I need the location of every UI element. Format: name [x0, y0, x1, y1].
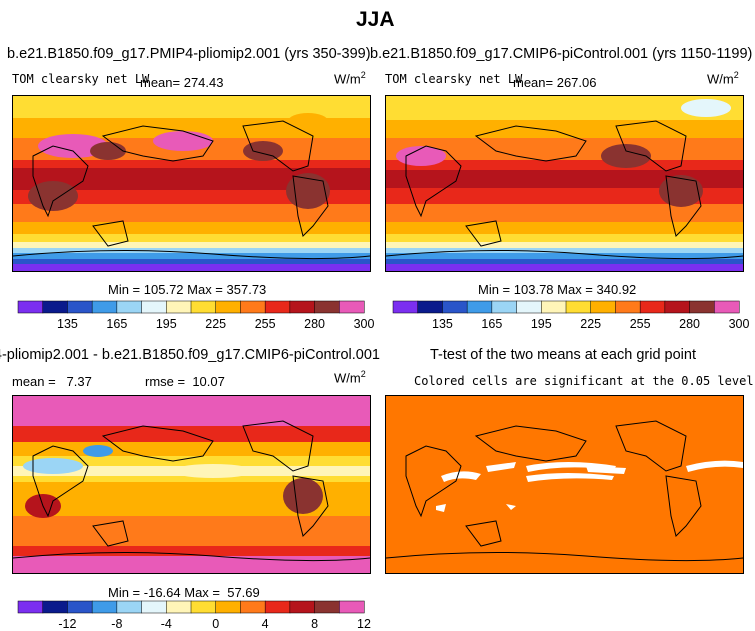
colorbar-top-left-swatch	[17, 300, 44, 314]
map-plot-abs-picontrol	[386, 96, 743, 271]
colorbar-top-left-swatch	[67, 300, 93, 314]
colorbar-top-right-swatch	[491, 300, 518, 314]
colorbar-top-right-tick-label: 165	[481, 317, 502, 331]
colorbar-top-left-tick-label: 135	[57, 317, 78, 331]
colorbar-top-left-swatch	[264, 300, 291, 314]
colorbar-top-left-swatch	[42, 300, 68, 314]
panel-subtitle-bottom-right: Colored cells are significant at the 0.0…	[414, 374, 754, 388]
colorbar-bottom-left-swatch	[240, 600, 266, 614]
colorbar-top-right-swatch	[615, 300, 641, 314]
colorbar-bottom-left-swatch	[17, 600, 44, 614]
colorbar-top-right: 135 165 195 225 255 280 300	[392, 300, 749, 331]
colorbar-top-left-swatch	[339, 300, 365, 314]
colorbar-bottom-left-swatch	[166, 600, 192, 614]
colorbar-top-right-swatch	[565, 300, 592, 314]
colorbar-top-right-tick-label: 300	[729, 317, 750, 331]
colorbar-top-right-swatch	[541, 300, 567, 314]
colorbar-bottom-left-swatch	[215, 600, 241, 614]
colorbar-top-left-tick-label: 195	[156, 317, 177, 331]
map-bottom-right	[385, 395, 744, 574]
map-plot-difference	[13, 396, 370, 573]
units-label-top-right: W/m2	[707, 70, 739, 87]
colorbar-top-right-tick-label: 225	[580, 317, 601, 331]
colorbar-bottom-left-tick-label: -8	[111, 617, 122, 631]
panel-title-top-right: b.e21.B1850.f09_g17.CMIP6-piControl.001 …	[370, 46, 753, 62]
units-label-top-left: W/m2	[334, 70, 366, 87]
minmax-label-top-left: Min = 105.72 Max = 357.73	[108, 282, 267, 297]
colorbar-bottom-left: -12 -8 -4 0 4 8 12	[17, 600, 371, 631]
panel-title-bottom-right: T-test of the two means at each grid poi…	[430, 347, 696, 363]
colorbar-top-left-tick-label: 280	[304, 317, 325, 331]
colorbar-top-right-swatch	[714, 300, 740, 314]
colorbar-bottom-left-swatch	[314, 600, 340, 614]
colorbar-bottom-left-swatch	[289, 600, 316, 614]
mean-label-top-right: mean= 267.06	[513, 75, 597, 90]
colorbar-bottom-left-swatch	[42, 600, 68, 614]
colorbar-top-right-swatch	[689, 300, 715, 314]
map-top-right	[385, 95, 744, 272]
panel-title-bottom-left: b.e21.B1850.f09_g17.PMIP4-pliomip2.001 -…	[0, 347, 380, 363]
colorbar-top-left-swatch	[116, 300, 143, 314]
colorbar-bottom-left-swatch	[339, 600, 365, 614]
colorbar-top-right-tick-label: 255	[630, 317, 651, 331]
map-plot-abs-pliomip	[13, 96, 370, 271]
colorbar-bottom-left-swatch	[91, 600, 118, 614]
colorbar-top-right-swatch	[442, 300, 468, 314]
colorbar-top-right-swatch	[417, 300, 443, 314]
mean-label-top-left: mean= 274.43	[140, 75, 224, 90]
colorbar-top-left-swatch	[314, 300, 340, 314]
rmse-label-bottom-left: rmse = 10.07	[145, 374, 225, 389]
minmax-label-bottom-left: Min = -16.64 Max = 57.69	[108, 585, 260, 600]
colorbar-bottom-left-swatch	[190, 600, 217, 614]
colorbar-top-right-svg: 135 165 195 225 255 280 300	[392, 300, 749, 331]
colorbar-top-right-swatch	[392, 300, 419, 314]
colorbar-top-left: 135 165 195 225 255 280 300	[17, 300, 374, 331]
minmax-label-top-right: Min = 103.78 Max = 340.92	[478, 282, 637, 297]
colorbar-bottom-left-tick-label: -4	[161, 617, 172, 631]
colorbar-top-right-tick-label: 280	[679, 317, 700, 331]
colorbar-bottom-left-tick-label: 12	[357, 617, 371, 631]
colorbar-top-right-swatch	[466, 300, 493, 314]
colorbar-top-left-swatch	[190, 300, 217, 314]
colorbar-top-right-swatch	[664, 300, 691, 314]
map-bottom-left	[12, 395, 371, 574]
mean-label-bottom-left: mean = 7.37	[12, 374, 92, 389]
colorbar-top-left-swatch	[215, 300, 241, 314]
map-plot-ttest	[386, 396, 743, 573]
colorbar-top-left-tick-label: 165	[106, 317, 127, 331]
colorbar-top-right-tick-label: 135	[432, 317, 453, 331]
colorbar-top-left-swatch	[91, 300, 118, 314]
colorbar-bottom-left-tick-label: 0	[212, 617, 219, 631]
colorbar-top-right-swatch	[590, 300, 616, 314]
colorbar-bottom-left-swatch	[67, 600, 93, 614]
colorbar-top-left-tick-label: 225	[205, 317, 226, 331]
variable-label-top-right: TOM clearsky net LW	[385, 72, 523, 86]
colorbar-top-left-swatch	[141, 300, 167, 314]
colorbar-bottom-left-tick-label: -12	[58, 617, 76, 631]
colorbar-top-right-tick-label: 195	[531, 317, 552, 331]
variable-label-top-left: TOM clearsky net LW	[12, 72, 150, 86]
colorbar-bottom-left-swatch	[116, 600, 143, 614]
map-top-left	[12, 95, 371, 272]
colorbar-bottom-left-svg: -12 -8 -4 0 4 8 12	[17, 600, 371, 631]
colorbar-top-right-swatch	[516, 300, 542, 314]
panel-title-top-left: b.e21.B1850.f09_g17.PMIP4-pliomip2.001 (…	[7, 46, 371, 62]
units-label-bottom-left: W/m2	[334, 369, 366, 386]
colorbar-top-right-swatch	[639, 300, 666, 314]
figure-title: JJA	[356, 8, 395, 31]
colorbar-bottom-left-swatch	[264, 600, 291, 614]
colorbar-bottom-left-tick-label: 4	[262, 617, 269, 631]
colorbar-bottom-left-swatch	[141, 600, 167, 614]
colorbar-top-left-swatch	[240, 300, 266, 314]
colorbar-top-left-swatch	[166, 300, 192, 314]
colorbar-top-left-svg: 135 165 195 225 255 280 300	[17, 300, 374, 331]
colorbar-top-left-tick-label: 255	[255, 317, 276, 331]
colorbar-bottom-left-tick-label: 8	[311, 617, 318, 631]
colorbar-top-left-tick-label: 300	[354, 317, 375, 331]
colorbar-top-left-swatch	[289, 300, 316, 314]
